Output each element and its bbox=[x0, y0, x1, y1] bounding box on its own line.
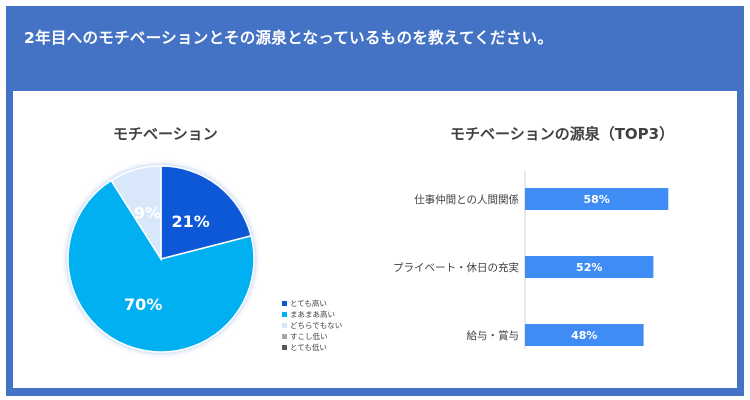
page-title: 2年目へのモチベーションとその源泉となっているものを教えてください。 bbox=[24, 29, 554, 47]
pie-slice-0 bbox=[160, 165, 252, 260]
bar-data-label-2: 48% bbox=[571, 329, 597, 342]
legend-label-2: どちらでもない bbox=[290, 321, 343, 330]
legend-item-4: とても低い bbox=[282, 342, 342, 353]
bar-0 bbox=[525, 188, 669, 210]
legend-label-1: まあまあ高い bbox=[290, 310, 335, 319]
legend-item-1: まあまあ高い bbox=[282, 309, 342, 320]
legend-label-0: とても高い bbox=[290, 299, 327, 308]
bar-chart: 58% 仕事仲間との人間関係 52% プライベート・休日の充実 48% 給与・賞与 bbox=[393, 171, 669, 349]
legend-label-3: すこし低い bbox=[290, 332, 328, 341]
bar-2 bbox=[525, 324, 644, 346]
bar-category-label-1: プライベート・休日の充実 bbox=[393, 261, 519, 274]
pie-chart: 21% 70% 9% bbox=[67, 165, 255, 353]
legend-item-2: どちらでもない bbox=[282, 320, 342, 331]
bar-chart-title: モチベーションの源泉（TOP3） bbox=[450, 125, 675, 143]
legend-swatch-1 bbox=[282, 312, 287, 317]
pie-slice-1 bbox=[67, 179, 255, 353]
bar-category-label-0: 仕事仲間との人間関係 bbox=[414, 193, 519, 206]
legend-swatch-0 bbox=[282, 301, 287, 306]
pie-data-label-1: 70% bbox=[124, 295, 162, 314]
legend-swatch-4 bbox=[282, 345, 287, 350]
legend-label-4: とても低い bbox=[290, 343, 327, 352]
chart-panel: モチベーション モチベーションの源泉（TOP3） 21% 70% 9% とても高いま… bbox=[13, 91, 737, 388]
bar-1 bbox=[525, 256, 654, 278]
bar-data-label-0: 58% bbox=[583, 193, 609, 206]
bar-category-label-2: 給与・賞与 bbox=[467, 329, 520, 342]
legend-swatch-3 bbox=[282, 334, 287, 339]
pie-chart-title: モチベーション bbox=[113, 125, 218, 143]
legend-swatch-2 bbox=[282, 323, 287, 328]
pie-slice-2 bbox=[110, 165, 162, 262]
legend-item-3: すこし低い bbox=[282, 331, 342, 342]
legend-item-0: とても高い bbox=[282, 298, 342, 309]
pie-legend: とても高いまあまあ高い どちらでもない すこし低いとても低い bbox=[282, 298, 342, 353]
pie-data-label-0: 21% bbox=[171, 212, 209, 231]
bar-data-label-1: 52% bbox=[576, 261, 602, 274]
pie-data-label-2: 9% bbox=[134, 204, 161, 223]
